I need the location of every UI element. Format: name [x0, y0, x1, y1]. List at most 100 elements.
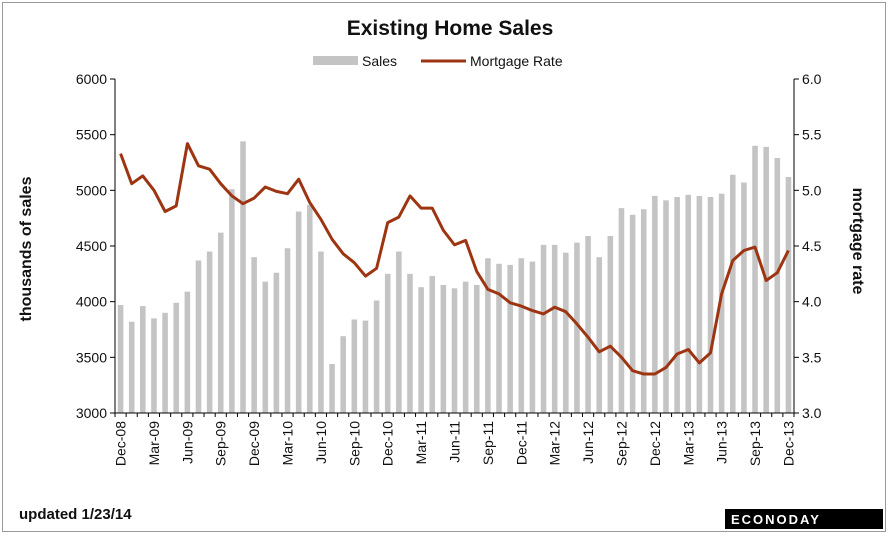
bar-sales [774, 158, 781, 413]
bar-sales [184, 291, 191, 413]
bar-sales [396, 251, 402, 413]
bar-sales [618, 208, 625, 413]
x-tick-label: Mar-13 [680, 421, 696, 466]
bar-sales [318, 251, 324, 413]
bar-sales [785, 176, 792, 413]
y-axis-title-right: mortgage rate [849, 188, 866, 295]
bar-sales [373, 300, 380, 413]
bar-sales [696, 195, 703, 413]
bar-sales [507, 264, 513, 413]
x-tick-label: Sep-10 [346, 421, 362, 466]
y-axis-title-left: thousands of sales [18, 176, 35, 321]
bar-sales [117, 305, 124, 413]
bar-sales [251, 257, 257, 413]
bar-sales [473, 284, 480, 413]
bar-sales [140, 306, 146, 413]
y-tick-left-label: 3000 [76, 405, 107, 421]
bar-sales [652, 195, 658, 413]
x-tick-label: Mar-12 [547, 421, 563, 466]
logo-text: ECONODAY [731, 512, 821, 527]
y-tick-right-label: 5.0 [802, 182, 822, 198]
bar-sales [729, 174, 736, 413]
y-tick-right-label: 3.0 [802, 405, 822, 421]
y-tick-left-label: 6000 [76, 71, 107, 87]
line-mortgage-rate [119, 142, 790, 376]
bar-sales [273, 272, 280, 413]
econoday-logo: ECONODAY [725, 509, 883, 529]
x-tick-label: Sep-12 [613, 421, 629, 466]
x-tick-label: Dec-10 [380, 421, 396, 466]
x-tick-label: Jun-12 [580, 421, 596, 464]
bar-sales [407, 273, 413, 413]
y-tick-right-label: 5.5 [802, 127, 822, 143]
x-tick-label: Jun-09 [179, 421, 195, 464]
legend: Sales Mortgage Rate [313, 53, 563, 69]
y-tick-left-label: 3500 [76, 349, 107, 365]
bar-sales [429, 276, 436, 413]
y-tick-right-label: 6.0 [802, 71, 822, 87]
bar-sales [663, 200, 669, 413]
bar-sales [351, 319, 358, 413]
y-tick-left-label: 4500 [76, 238, 107, 254]
x-tick-label: Dec-08 [113, 421, 129, 466]
bar-sales [529, 261, 536, 413]
plot-area: 3000 3500 4000 4500 5000 5500 6000 3.0 3.5 4.0 4.5… [76, 71, 822, 466]
y-tick-right-label: 3.5 [802, 349, 822, 365]
bar-sales [718, 193, 725, 413]
bar-sales [206, 251, 213, 413]
bar-sales [340, 336, 346, 413]
bar-sales [384, 273, 391, 413]
bar-sales [295, 211, 302, 413]
bar-sales [551, 244, 558, 413]
legend-label-sales: Sales [362, 53, 397, 69]
bar-sales [585, 235, 591, 413]
bar-sales [195, 260, 202, 413]
bar-sales [629, 214, 636, 413]
bar-sales [307, 204, 313, 413]
bar-sales [685, 194, 692, 413]
bar-sales [496, 263, 502, 413]
existing-home-sales-chart: Existing Home Sales Sales Mortgage Rate … [18, 17, 883, 529]
x-tick-label: Sep-13 [747, 421, 763, 466]
x-tick-label: Mar-10 [280, 421, 296, 466]
x-tick-label: Dec-13 [780, 421, 796, 466]
x-tick-label: Jun-10 [313, 421, 329, 464]
bar-sales [284, 248, 291, 413]
y-tick-left-label: 5000 [76, 182, 107, 198]
bar-sales [462, 281, 469, 413]
bar-sales [362, 320, 369, 413]
bar-sales [128, 321, 135, 413]
bar-sales [162, 312, 168, 413]
bar-sales [240, 141, 246, 413]
bar-sales [540, 244, 547, 413]
bar-sales [596, 257, 602, 413]
bar-sales [451, 288, 458, 413]
x-tick-label: Sep-11 [480, 421, 496, 465]
bar-sales [217, 232, 224, 413]
x-tick-label: Dec-11 [513, 421, 529, 465]
bar-sales [262, 281, 269, 413]
x-tick-label: Jun-13 [714, 421, 730, 464]
bar-sales [229, 189, 235, 413]
bar-sales [674, 197, 680, 413]
bar-sales [518, 258, 525, 413]
y-tick-left-label: 5500 [76, 127, 107, 143]
legend-swatch-sales [313, 56, 358, 65]
x-tick-label: Dec-09 [246, 421, 262, 466]
x-tick-label: Jun-11 [447, 421, 463, 463]
bar-sales [173, 302, 180, 413]
bar-sales [741, 182, 747, 413]
y-tick-left-label: 4000 [76, 294, 107, 310]
legend-label-mortgage-rate: Mortgage Rate [470, 53, 563, 69]
y-tick-right-label: 4.0 [802, 294, 822, 310]
bar-sales [485, 258, 491, 413]
bar-sales [707, 197, 714, 413]
x-tick-label: Dec-12 [647, 421, 663, 466]
bar-sales [440, 284, 447, 413]
bar-sales [418, 287, 424, 413]
x-tick-label: Sep-09 [213, 421, 229, 466]
bar-sales [574, 242, 580, 413]
x-tick-label: Mar-11 [413, 421, 429, 465]
bar-sales [752, 145, 758, 414]
